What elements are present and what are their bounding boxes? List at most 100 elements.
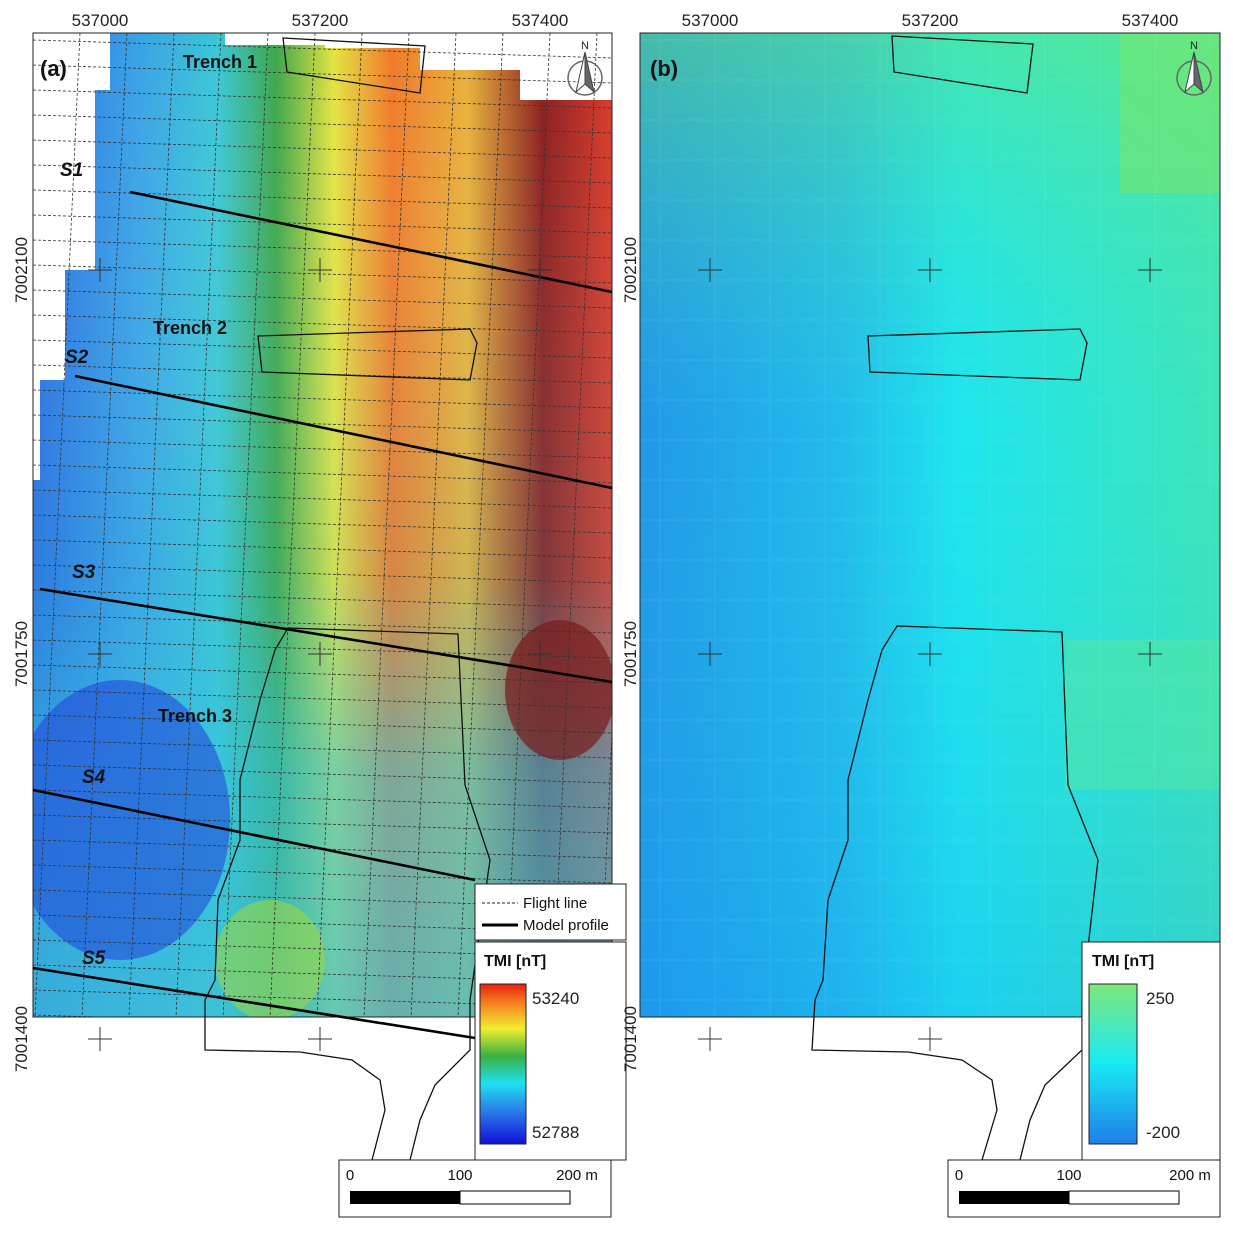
profile-label: S4: [82, 767, 106, 788]
flight-line: [33, 164, 612, 184]
profile-s3-line: [39, 587, 613, 684]
y-tick-label: 7001400: [12, 1006, 31, 1072]
x-tick-label: 537200: [292, 11, 349, 30]
profile-label: S3: [72, 562, 96, 583]
model-profiles: [32, 190, 613, 1040]
line-legend: Flight line Model profile: [474, 883, 627, 941]
x-tick-label: 537400: [1122, 11, 1179, 30]
x-tick-label: 537200: [902, 11, 959, 30]
low-anomaly: [33, 680, 230, 960]
flight-lines: [33, 33, 612, 1017]
flight-line: [410, 33, 457, 1017]
north-arrow: N: [1176, 40, 1212, 96]
profile-s4-line: [32, 788, 476, 882]
flight-line: [33, 614, 612, 634]
north-label: N: [1190, 40, 1198, 52]
profile-label: S2: [65, 347, 89, 368]
flight-line: [33, 864, 612, 884]
panel-label: (b): [650, 56, 678, 81]
panel-a-frame: [32, 32, 613, 1018]
trench-2-outline: [257, 328, 478, 381]
colorbar-b: TMI [nT] 250 -200: [1081, 941, 1221, 1161]
trench-2-outline: [867, 328, 1088, 381]
y-tick-label: 7002100: [621, 237, 640, 303]
colorbar-title: TMI [nT]: [1092, 953, 1154, 970]
panel-b: (b) N 537000 537200 537400 7002100 70017…: [621, 11, 1221, 1218]
flight-line: [33, 214, 612, 234]
flight-line: [33, 764, 612, 784]
flight-line: [81, 33, 128, 1017]
flight-line: [551, 33, 598, 1017]
no-data-area: [225, 33, 612, 100]
flight-line: [504, 33, 551, 1017]
profile-s2-line: [74, 374, 613, 490]
flight-line: [33, 664, 612, 684]
flight-line: [363, 33, 410, 1017]
north-label: N: [581, 40, 589, 52]
flight-line: [33, 114, 612, 134]
flight-line: [33, 689, 612, 709]
trench-label: Trench 2: [153, 318, 227, 338]
panel-a: (a) Trench 1 Trench 2 Trench 3 S1 S2 S3 …: [12, 11, 627, 1218]
x-tick-label: 537000: [682, 11, 739, 30]
scale-label: 0: [346, 1167, 354, 1184]
flight-line: [33, 289, 612, 309]
x-tick-label: 537400: [512, 11, 569, 30]
colorbar-title: TMI [nT]: [484, 953, 546, 970]
no-data-area: [33, 33, 110, 480]
panel-a-map: [33, 33, 612, 1017]
colorbar-max: 53240: [532, 989, 579, 1008]
flight-line: [33, 239, 612, 259]
flight-line: [316, 33, 363, 1017]
flight-line: [128, 33, 175, 1017]
flight-line: [33, 39, 612, 59]
flight-line: [33, 489, 612, 509]
flight-line: [175, 33, 222, 1017]
trench-label: Trench 1: [183, 52, 257, 72]
scale-label: 100: [447, 1167, 472, 1184]
flight-line: [33, 189, 612, 209]
flight-line: [457, 33, 504, 1017]
y-tick-label: 7001750: [12, 621, 31, 687]
scale-label: 100: [1056, 1167, 1081, 1184]
scale-label: 0: [955, 1167, 963, 1184]
local-high: [215, 900, 325, 1017]
scalebar-b: 0 100 200 m: [947, 1159, 1221, 1218]
legend-flight-line: Flight line: [523, 895, 587, 912]
colorbar-a: TMI [nT] 53240 52788: [474, 941, 627, 1161]
north-arrow: N: [567, 40, 603, 96]
trench-label: Trench 3: [158, 706, 232, 726]
flight-line: [33, 539, 612, 559]
flight-line: [33, 814, 612, 834]
profile-s1-line: [129, 190, 613, 294]
flight-line: [33, 314, 612, 334]
flight-line: [33, 389, 612, 409]
flight-line: [33, 439, 612, 459]
panel-label: (a): [40, 56, 67, 81]
y-tick-label: 7002100: [12, 237, 31, 303]
high-anomaly: [505, 620, 612, 760]
profile-label: S5: [82, 948, 106, 969]
legend-model-profile: Model profile: [523, 917, 609, 934]
pixel-grid: [640, 33, 1220, 1017]
flight-line: [34, 33, 81, 1017]
flight-line: [598, 723, 612, 1017]
flight-line: [222, 33, 269, 1017]
panel-b-frame: [639, 32, 1221, 1018]
flight-line: [33, 364, 612, 384]
flight-line: [33, 64, 612, 84]
panel-b-map: [640, 33, 1220, 1017]
flight-line: [33, 339, 612, 359]
y-tick-label: 7001400: [621, 1006, 640, 1072]
scale-label: 200 m: [1169, 1167, 1211, 1184]
flight-line: [33, 839, 612, 859]
y-tick-label: 7001750: [621, 621, 640, 687]
profile-s5-line: [32, 966, 476, 1040]
flight-line: [33, 639, 612, 659]
flight-line: [33, 414, 612, 434]
trench-1-outline: [282, 37, 426, 94]
colorbar-min: 52788: [532, 1123, 579, 1142]
flight-line: [33, 264, 612, 284]
flight-line: [269, 33, 316, 1017]
